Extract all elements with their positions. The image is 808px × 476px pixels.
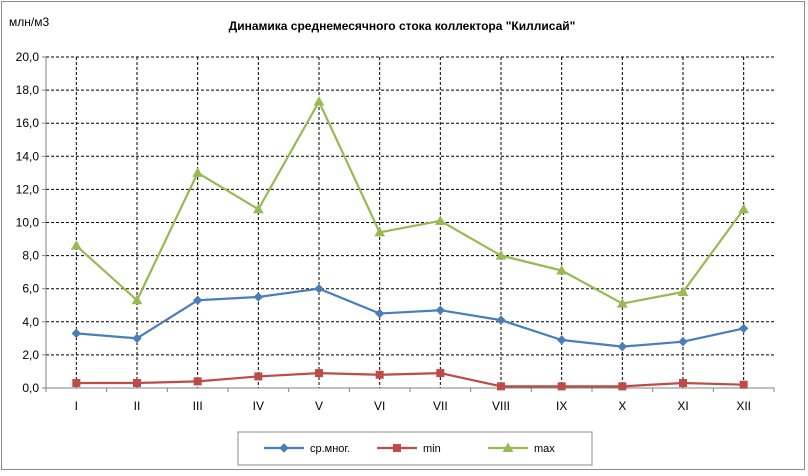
- legend-label: max: [534, 443, 555, 455]
- data-point: [313, 96, 325, 106]
- y-tick-label: 14,0: [16, 149, 40, 163]
- chart-title: Динамика среднемесячного стока коллектор…: [229, 19, 576, 33]
- data-point: [556, 264, 568, 275]
- x-tick-label: XI: [677, 399, 688, 413]
- series-line: [75, 100, 745, 305]
- x-axis-ticks: I II III IV V VI VII VIII IX X XI XII: [45, 388, 775, 413]
- data-point: [616, 298, 628, 308]
- y-axis-label: млн/м3: [9, 15, 49, 29]
- y-axis-ticks: 0,0 2,0 4,0 6,0 8,0 10,0 12,0 14,0 16,0 18,0 20,0: [16, 50, 46, 395]
- plot-background: [46, 57, 774, 388]
- y-tick-label: 18,0: [16, 83, 40, 97]
- data-point: [72, 379, 81, 388]
- data-point: [436, 369, 445, 378]
- legend-swatch-marker: [502, 442, 514, 452]
- data-point: [678, 336, 688, 347]
- x-tick-label: XII: [736, 399, 751, 413]
- series-line: [76, 287, 744, 348]
- data-point: [617, 341, 628, 352]
- legend-swatch-marker: [393, 444, 401, 452]
- x-tick-label: VI: [374, 399, 385, 413]
- x-tick-label: II: [134, 399, 141, 413]
- data-point: [434, 215, 446, 225]
- series-line: [76, 372, 744, 388]
- x-tick-label: VII: [433, 399, 448, 413]
- x-tick-label: III: [193, 399, 203, 413]
- data-point: [131, 294, 143, 305]
- data-point: [496, 315, 506, 325]
- data-point: [374, 226, 386, 237]
- y-tick-label: 6,0: [22, 282, 39, 296]
- x-tick-label: I: [75, 399, 78, 413]
- data-point: [738, 203, 750, 214]
- data-point: [435, 305, 446, 315]
- legend: ср.мног. min max: [237, 431, 593, 466]
- x-tick-label: VIII: [492, 399, 510, 413]
- y-tick-label: 2,0: [22, 348, 39, 362]
- y-tick-label: 16,0: [16, 116, 40, 130]
- data-point: [618, 382, 627, 391]
- x-tick-label: IX: [556, 399, 567, 413]
- series-layer: [70, 96, 750, 391]
- data-point: [70, 240, 82, 250]
- x-tick-label: X: [618, 399, 626, 413]
- data-point: [556, 335, 567, 345]
- data-point: [71, 328, 82, 339]
- legend-label: min: [423, 443, 441, 455]
- data-point: [315, 369, 323, 378]
- data-point: [314, 283, 324, 294]
- y-tick-label: 20,0: [16, 50, 40, 64]
- data-point: [679, 379, 687, 388]
- data-point: [739, 380, 748, 389]
- legend-swatch-marker: [279, 443, 289, 453]
- data-point: [193, 377, 202, 386]
- series-1: [72, 369, 748, 391]
- series-0: [71, 283, 749, 352]
- data-point: [738, 323, 749, 334]
- y-tick-label: 12,0: [16, 182, 40, 196]
- plot-area: [45, 56, 774, 389]
- data-point: [495, 250, 507, 260]
- data-point: [133, 379, 141, 388]
- data-point: [192, 295, 203, 305]
- x-tick-label: IV: [253, 399, 264, 413]
- data-point: [374, 308, 385, 319]
- data-point: [677, 286, 689, 297]
- y-tick-label: 8,0: [22, 249, 39, 263]
- data-point: [557, 382, 566, 391]
- data-point: [132, 333, 142, 344]
- data-point: [252, 203, 264, 214]
- data-point: [254, 372, 263, 381]
- data-point: [192, 167, 204, 177]
- y-tick-label: 0,0: [22, 381, 39, 395]
- y-tick-label: 4,0: [22, 315, 39, 329]
- x-tick-label: V: [315, 399, 323, 413]
- legend-label: ср.мног.: [310, 443, 350, 455]
- y-tick-label: 10,0: [16, 216, 40, 230]
- data-point: [497, 382, 505, 391]
- data-point: [375, 370, 384, 379]
- data-point: [253, 292, 264, 302]
- series-2: [70, 96, 750, 308]
